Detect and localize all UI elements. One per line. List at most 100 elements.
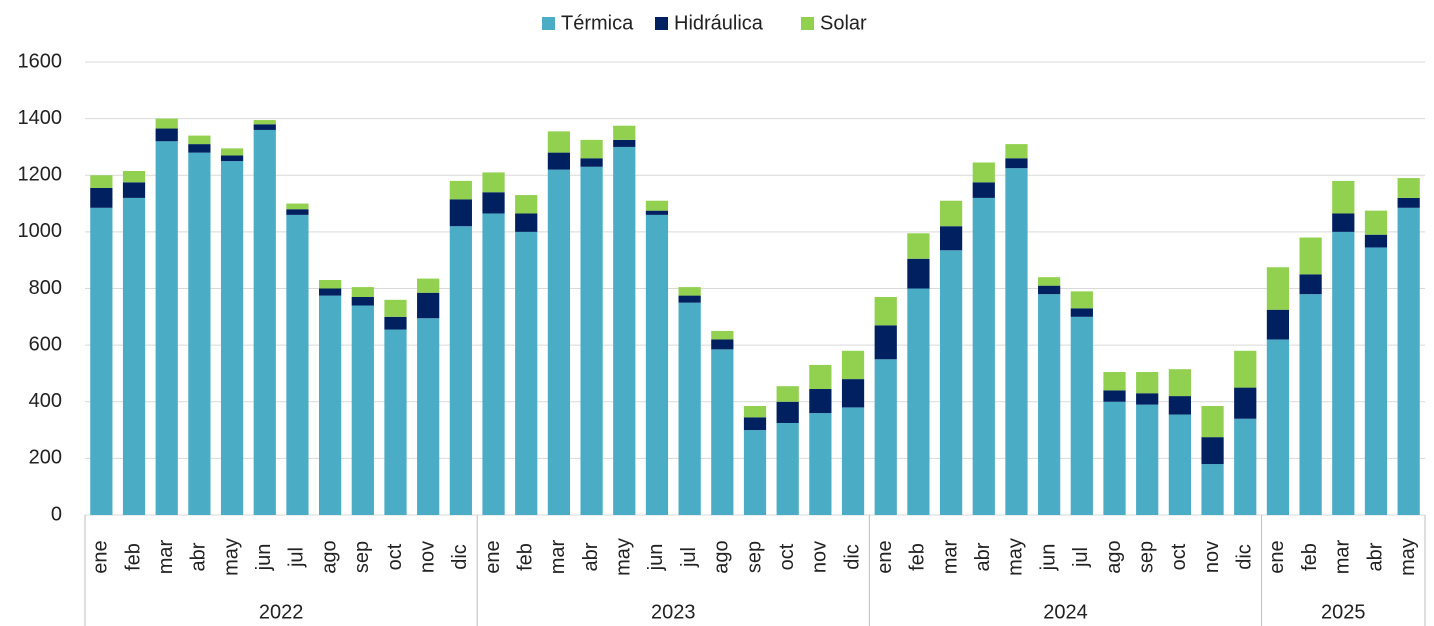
- legend-label: Solar: [820, 12, 867, 34]
- bar-segment: [417, 318, 440, 515]
- bar-segment: [515, 195, 538, 214]
- bar-segment: [1005, 158, 1028, 169]
- y-tick-label: 600: [29, 333, 62, 355]
- x-tick-label: abr: [580, 542, 602, 571]
- x-tick-label: oct: [1168, 543, 1190, 570]
- legend-swatch: [655, 17, 668, 30]
- bar-segment: [220, 155, 244, 162]
- x-tick-label: abr: [972, 542, 994, 571]
- group-label: 2024: [1043, 601, 1088, 623]
- x-tick-label: jun: [253, 544, 275, 572]
- y-tick-label: 1200: [18, 164, 63, 186]
- bar-segment: [1005, 144, 1028, 159]
- bar-segment: [547, 152, 571, 170]
- bar-segment: [1201, 437, 1224, 465]
- bar-segment: [972, 162, 995, 183]
- bar-segment: [613, 125, 636, 140]
- bar-segment: [645, 200, 669, 211]
- bar-segment: [90, 175, 113, 188]
- x-tick-label: jun: [645, 544, 667, 572]
- bar-segment: [253, 129, 276, 515]
- x-tick-label: sep: [351, 541, 373, 573]
- x-tick-label: ene: [90, 540, 112, 573]
- bar-segment: [1038, 277, 1061, 286]
- bar-segment: [1103, 390, 1126, 402]
- bar-segment: [1168, 369, 1191, 397]
- bar-segment: [286, 209, 309, 215]
- bar-segment: [1234, 350, 1257, 388]
- x-tick-label: ene: [482, 540, 504, 573]
- group-label: 2022: [259, 601, 304, 623]
- bar-segment: [188, 144, 211, 153]
- bar-segment: [1136, 372, 1159, 394]
- bar-segment: [613, 139, 636, 147]
- bar-segment: [874, 325, 897, 360]
- bar-segment: [90, 187, 113, 208]
- bar-segment: [1168, 414, 1191, 515]
- bar-segment: [384, 299, 407, 317]
- bar-segment: [122, 197, 146, 515]
- bar-segment: [776, 386, 799, 402]
- x-tick-label: may: [220, 538, 242, 576]
- bar-segment: [907, 288, 930, 515]
- x-tick-label: oct: [384, 543, 406, 570]
- x-tick-label: feb: [1299, 543, 1321, 571]
- y-tick-label: 400: [29, 390, 62, 412]
- x-tick-label: sep: [743, 541, 765, 573]
- bar-segment: [1070, 291, 1093, 309]
- bar-segment: [253, 120, 276, 125]
- bar-segment: [841, 350, 865, 380]
- bar-segment: [1299, 294, 1322, 515]
- bar-segment: [220, 148, 244, 156]
- bar-segment: [449, 226, 472, 515]
- bar-segment: [515, 213, 538, 232]
- x-tick-label: ago: [318, 540, 340, 573]
- y-tick-label: 0: [51, 503, 62, 525]
- x-tick-label: jul: [678, 547, 700, 568]
- legend-label: Hidráulica: [674, 12, 764, 34]
- bar-segment: [1332, 213, 1355, 232]
- bar-segment: [482, 192, 505, 214]
- x-tick-label: dic: [449, 544, 471, 570]
- legend-swatch: [801, 17, 814, 30]
- x-tick-label: mar: [1332, 539, 1354, 574]
- bar-segment: [1136, 404, 1159, 515]
- bar-segment: [1234, 387, 1257, 419]
- bar-segment: [1332, 231, 1355, 515]
- bar-segment: [155, 128, 178, 142]
- bar-segment: [1168, 396, 1191, 415]
- x-tick-label: ago: [711, 540, 733, 573]
- bar-segment: [645, 210, 669, 215]
- bar-segment: [1332, 180, 1355, 214]
- bar-segment: [580, 166, 603, 515]
- bar-segment: [1299, 274, 1322, 295]
- legend-swatch: [542, 17, 555, 30]
- bar-segment: [809, 364, 832, 390]
- bar-segment: [1136, 393, 1159, 405]
- bar-segment: [776, 422, 799, 515]
- x-tick-label: mar: [939, 539, 961, 574]
- bar-segment: [351, 287, 374, 297]
- bar-segment: [547, 169, 571, 515]
- bar-segment: [1234, 418, 1257, 515]
- bar-segment: [743, 430, 767, 515]
- bar-segment: [939, 200, 963, 227]
- bar-segment: [841, 407, 865, 515]
- bar-segment: [711, 349, 734, 515]
- bar-segment: [449, 199, 472, 227]
- bar-segment: [711, 339, 734, 350]
- bar-segment: [384, 316, 407, 330]
- bar-segment: [319, 295, 342, 515]
- bar-segment: [482, 213, 505, 516]
- x-tick-label: feb: [122, 543, 144, 571]
- bar-segment: [1070, 316, 1093, 515]
- x-tick-label: dic: [841, 544, 863, 570]
- bar-segment: [188, 152, 211, 515]
- bar-segment: [1364, 210, 1388, 235]
- legend-label: Térmica: [561, 12, 634, 34]
- x-tick-label: feb: [515, 543, 537, 571]
- bar-segment: [874, 359, 897, 515]
- group-label: 2025: [1321, 601, 1366, 623]
- bar-segment: [286, 214, 309, 515]
